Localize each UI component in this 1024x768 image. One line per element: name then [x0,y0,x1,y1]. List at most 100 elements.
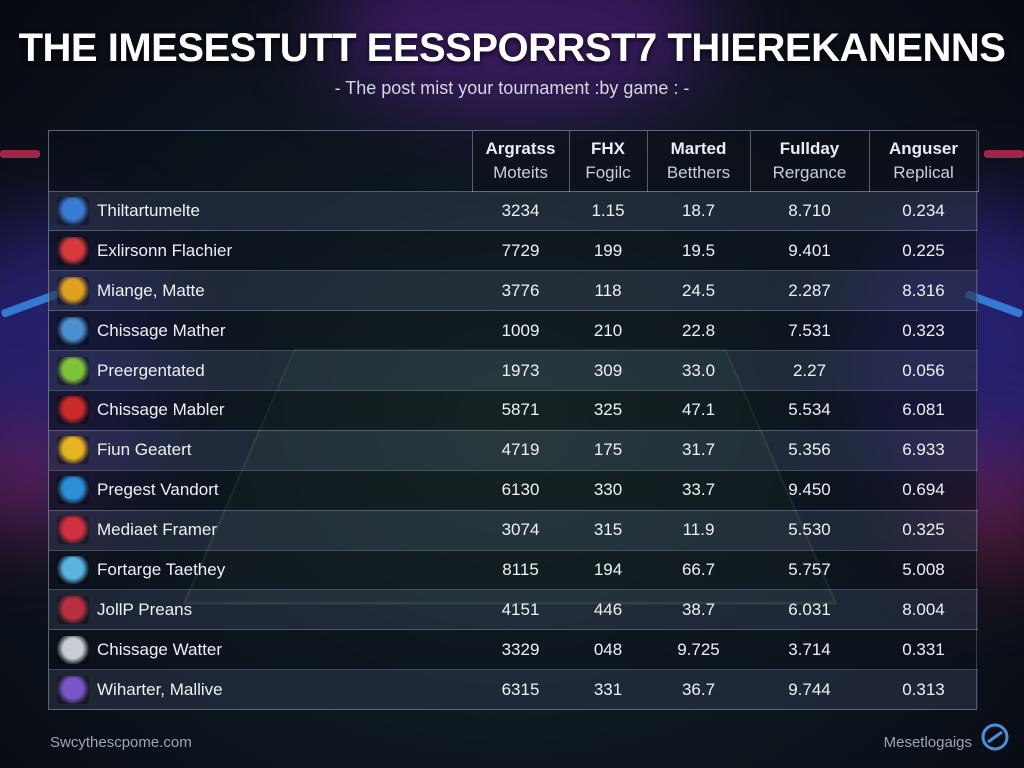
team-cell: Chissage Mabler [49,389,472,431]
column-header[interactable]: Marted Betthers [646,131,751,192]
team-name: Chissage Mabler [97,400,225,420]
team-logo-icon [57,196,89,225]
table-cell: 194 [569,549,647,590]
team-logo-icon [57,236,89,265]
table-cell: 31.7 [647,429,750,471]
team-name: Pregest Vandort [97,480,219,500]
column-header[interactable]: Fullday Rergance [749,131,870,192]
table-cell: 0.331 [869,629,978,670]
table-row[interactable]: Preergentated 1973 309 33.0 2.27 0.056 [49,350,978,391]
page-title: THE IMESESTUTT EESSPORRST7 THIEREKANENNS [18,26,1006,70]
table-cell: 6130 [472,469,569,511]
page-subtitle: - The post mist your tournament :by game… [334,78,690,98]
table-cell: 5871 [472,389,569,431]
team-logo-icon [57,635,89,664]
team-logo-icon [57,276,89,305]
team-name: Thiltartumelte [97,200,200,220]
table-cell: 175 [569,429,647,471]
table-cell: 7.531 [750,310,869,351]
table-header-row: Argratss Moteits FHX Fogilc Marted Betth… [49,131,979,192]
table-cell: 1973 [472,350,569,391]
team-logo-icon [57,396,89,425]
table-cell: 4151 [472,589,569,630]
table-cell: 6.933 [869,429,978,471]
table-cell: 210 [569,310,647,351]
table-row[interactable]: Wiharter, Mallive 6315 331 36.7 9.744 0.313 [49,669,978,709]
team-logo-icon [57,316,89,345]
team-cell: Preergentated [49,350,472,391]
table-row[interactable]: Miange, Matte 3776 118 24.5 2.287 8.316 [49,270,978,311]
team-name: Chissage Mather [97,320,226,340]
table-row[interactable]: Thiltartumelte 3234 1.15 18.7 8.710 0.234 [49,190,978,231]
team-logo-icon [57,436,89,465]
table-cell: 325 [569,389,647,431]
table-cell: 331 [569,669,647,709]
table-cell: 8.316 [869,270,978,311]
table-cell: 1009 [472,310,569,351]
stats-table: Argratss Moteits FHX Fogilc Marted Betth… [48,130,979,710]
table-row[interactable]: Fiun Geatert 4719 175 31.7 5.356 6.933 [49,429,978,471]
table-row[interactable]: Chissage Watter 3329 048 9.725 3.714 0.331 [49,629,978,670]
team-cell: Pregest Vandort [49,469,472,511]
team-logo-icon [57,476,89,505]
table-cell: 33.7 [647,469,750,511]
table-cell: 0.234 [869,190,978,231]
table-cell: 4719 [472,429,569,471]
table-row[interactable]: Chissage Mabler 5871 325 47.1 5.534 6.081 [49,389,978,431]
table-cell: 6.081 [869,389,978,431]
team-name: Chissage Watter [97,639,223,659]
table-cell: 0.313 [869,669,978,709]
table-cell: 19.5 [647,230,750,271]
footer-website[interactable]: Swcythescpome.com [50,734,192,751]
team-logo-icon [57,595,89,624]
team-logo-icon [57,675,89,704]
table-body: Thiltartumelte 3234 1.15 18.7 8.710 0.234 Exli… [49,190,978,709]
table-cell: 8115 [472,549,569,590]
table-row[interactable]: Pregest Vandort 6130 330 33.7 9.450 0.694 [49,469,978,511]
table-cell: 5.757 [750,549,869,590]
column-header[interactable]: FHX Fogilc [568,131,648,192]
table-cell: 38.7 [647,589,750,630]
table-cell: 3.714 [750,629,869,670]
team-cell: Mediaet Framer [49,509,472,551]
table-cell: 6315 [472,669,569,709]
team-name: Fortarge Taethey [97,559,226,579]
table-cell: 3329 [472,629,569,670]
table-cell: 3074 [472,509,569,551]
table-cell: 2.287 [750,270,869,311]
team-cell: Chissage Mather [49,310,472,351]
team-cell: Thiltartumelte [49,190,472,231]
footer-brand: Mesetlogaigs [883,734,972,751]
table-cell: 9.450 [750,469,869,511]
column-header[interactable]: Argratss Moteits [471,131,570,192]
team-cell: Exlirsonn Flachier [49,230,472,271]
team-name: Wiharter, Mallive [97,679,223,699]
table-cell: 315 [569,509,647,551]
table-cell: 11.9 [647,509,750,551]
table-row[interactable]: JollP Preans 4151 446 38.7 6.031 8.004 [49,589,978,630]
team-name: Fiun Geatert [97,440,192,460]
team-name: Miange, Matte [97,280,205,300]
table-cell: 1.15 [569,190,647,231]
team-column-header [49,131,472,191]
team-logo-icon [57,516,89,545]
table-row[interactable]: Chissage Mather 1009 210 22.8 7.531 0.323 [49,310,978,351]
table-cell: 3234 [472,190,569,231]
table-cell: 0.694 [869,469,978,511]
table-cell: 8.710 [750,190,869,231]
table-cell: 330 [569,469,647,511]
column-header[interactable]: Anguser Replical [868,131,979,192]
table-row[interactable]: Mediaet Framer 3074 315 11.9 5.530 0.325 [49,509,978,551]
table-cell: 5.530 [750,509,869,551]
table-row[interactable]: Fortarge Taethey 8115 194 66.7 5.757 5.008 [49,549,978,590]
team-cell: Chissage Watter [49,629,472,670]
table-cell: 7729 [472,230,569,271]
team-cell: Fortarge Taethey [49,549,472,590]
table-cell: 309 [569,350,647,391]
table-row[interactable]: Exlirsonn Flachier 7729 199 19.5 9.401 0.225 [49,230,978,271]
table-cell: 3776 [472,270,569,311]
team-name: JollP Preans [97,599,193,619]
table-cell: 199 [569,230,647,271]
table-cell: 18.7 [647,190,750,231]
table-cell: 6.031 [750,589,869,630]
